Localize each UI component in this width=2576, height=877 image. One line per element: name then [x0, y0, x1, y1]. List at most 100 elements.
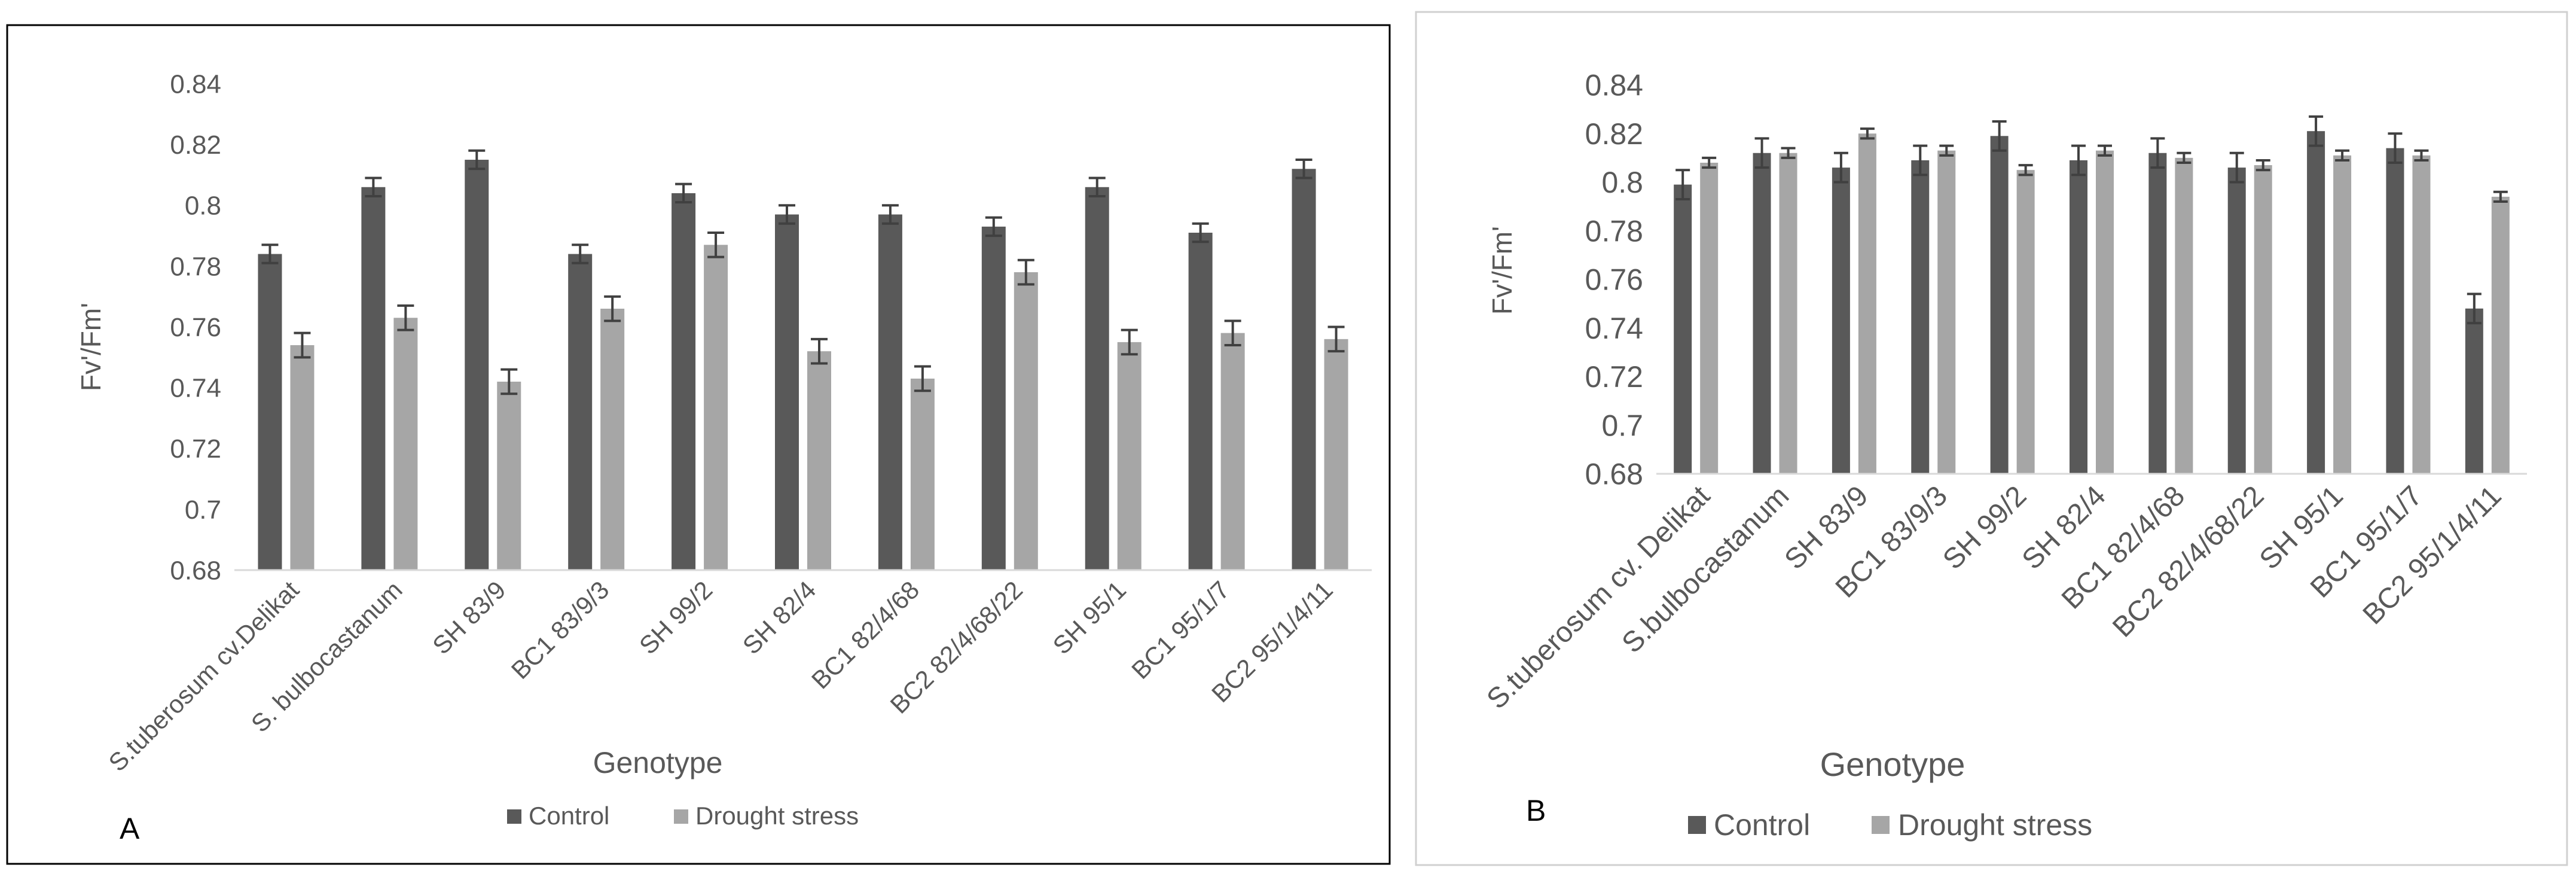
panel-b-y-axis-title: Fv'/Fm'	[1487, 226, 1518, 315]
panel-a-error-bar-drought	[1224, 319, 1241, 346]
panel-b-error-bar-drought	[2335, 149, 2350, 162]
panel-a-y-tick-label: 0.8	[185, 191, 221, 221]
panel-b-legend-drought-swatch	[1872, 816, 1890, 834]
panel-a-y-tick-label: 0.72	[170, 434, 221, 464]
panel-b-error-bar-drought	[2018, 164, 2033, 176]
panel-b-error-bar-control	[1992, 120, 2007, 152]
panel-a-error-bar-control	[1295, 159, 1313, 179]
panel-b-y-tick-label: 0.84	[1585, 69, 1643, 102]
panel-b-bar-drought	[1858, 133, 1876, 474]
panel-b-bar-control	[1753, 153, 1771, 474]
panel-b-error-bar-control	[1754, 137, 1769, 169]
panel-b-bar-control	[2227, 168, 2246, 474]
panel-b-y-tick-label: 0.7	[1601, 409, 1643, 442]
panel-a-error-bar-drought	[500, 368, 518, 395]
panel-a-error-bar-control	[468, 149, 486, 170]
panel-b-error-bar-drought	[1702, 156, 1717, 169]
panel-a-error-bar-drought	[294, 331, 311, 359]
panel-a-bar-control	[1085, 187, 1109, 570]
panel-a-bar-control	[258, 254, 282, 570]
panel-b-error-bar-control	[1913, 144, 1928, 176]
panel-b-bar-drought	[1937, 150, 1956, 474]
panel-a-bar-drought	[1014, 272, 1038, 570]
panel-b-error-bar-drought	[1939, 144, 1954, 157]
panel-b-error-bar-control	[2229, 151, 2244, 184]
panel-b-bar-control	[1990, 136, 2009, 474]
panel-b-bar-drought	[2412, 155, 2431, 474]
panel-a-bar-drought	[290, 345, 315, 570]
panel-a-y-tick-label: 0.7	[185, 495, 221, 525]
panel-a-bar-drought	[704, 245, 728, 570]
panel-a-legend: Control Drought stress	[507, 802, 859, 830]
panel-b-bar-control	[2148, 153, 2167, 474]
panel-a-bar-control	[1292, 169, 1316, 570]
panel-a-legend-control-label: Control	[529, 802, 609, 830]
panel-a-bar-drought	[807, 351, 831, 570]
panel-b-bar-control	[2307, 131, 2325, 474]
panel-a-error-bar-drought	[914, 365, 931, 392]
panel-b-bar-control	[2386, 148, 2404, 474]
panel-b-bar-control	[2070, 160, 2087, 474]
panel-b-bar-drought	[1779, 153, 1797, 474]
panel-b-legend-drought-label: Drought stress	[1898, 808, 2092, 842]
panel-a-x-axis-title: Genotype	[593, 746, 723, 779]
panel-a-error-bar-drought	[1017, 258, 1034, 286]
panel-b-bar-drought	[2096, 150, 2114, 474]
panel-a-error-bar-drought	[397, 304, 414, 331]
panel-a-error-bar-control	[675, 182, 692, 204]
panel-a-bar-control	[361, 187, 386, 570]
panel-a-legend-drought-swatch	[674, 809, 688, 824]
panel-a-legend-control-swatch	[507, 809, 521, 824]
panel-a-bar-control	[568, 254, 593, 570]
panel-b-bar-drought	[2254, 165, 2272, 474]
panel-a-bar-control	[775, 214, 799, 570]
panel-a-bar-control	[465, 160, 489, 570]
panel-b-error-bar-drought	[2098, 144, 2112, 157]
panel-a-bar-drought	[600, 309, 625, 570]
panel-a-error-bar-control	[572, 243, 589, 264]
panel-b-bar-drought	[2491, 196, 2510, 474]
panel-b-y-tick-label: 0.72	[1585, 360, 1643, 394]
panel-a-error-bar-control	[1088, 176, 1106, 198]
panel-b-error-bar-control	[2309, 115, 2324, 147]
panel-b-error-bar-control	[2150, 137, 2165, 169]
panel-a-bar-drought	[497, 381, 521, 570]
panel-b-y-tick-label: 0.8	[1601, 166, 1643, 199]
panel-a-bar-control	[981, 226, 1006, 571]
panel-a-bar-drought	[1324, 339, 1348, 570]
panel-a-error-bar-drought	[1327, 325, 1345, 353]
panel-b-bar-control	[2465, 308, 2483, 474]
panel-b-error-bar-drought	[2177, 151, 2192, 164]
panel-b-x-axis-title: Genotype	[1820, 745, 1965, 783]
panel-b-legend: Control Drought stress	[1688, 808, 2092, 842]
panel-b-bar-drought	[2175, 157, 2193, 474]
panel-b-error-bar-control	[1833, 151, 1848, 184]
panel-b-bar-control	[1674, 184, 1692, 474]
panel-b-error-bar-control	[2467, 293, 2482, 325]
panel-a-y-axis-title: Fv'/Fm'	[75, 303, 106, 391]
panel-a: 0.680.70.720.740.760.780.80.820.84S.tube…	[6, 24, 1391, 865]
panel-a-bar-drought	[1220, 333, 1245, 570]
panel-b-error-bar-drought	[2493, 190, 2508, 203]
panel-b-bar-drought	[2016, 170, 2035, 474]
panel-b-y-tick-label: 0.78	[1585, 214, 1643, 248]
panel-b-error-bar-control	[2071, 144, 2086, 176]
panel-b-error-bar-control	[2388, 132, 2403, 164]
panel-b-y-tick-label: 0.76	[1585, 263, 1643, 297]
panel-a-y-tick-label: 0.84	[170, 69, 221, 99]
panel-a-error-bar-control	[1192, 222, 1209, 243]
panel-a-bar-control	[1188, 232, 1213, 570]
panel-a-error-bar-drought	[604, 295, 621, 322]
panel-b-y-tick-label: 0.68	[1585, 458, 1643, 491]
panel-b-bar-control	[1832, 168, 1850, 474]
panel-a-bar-control	[672, 193, 696, 570]
panel-a-error-bar-control	[985, 216, 1002, 237]
panel-a-y-tick-label: 0.68	[170, 556, 221, 585]
panel-a-y-tick-label: 0.78	[170, 252, 221, 281]
panel-b-error-bar-drought	[1781, 147, 1796, 159]
panel-a-bar-drought	[910, 378, 935, 570]
panel-a-frame	[6, 24, 1391, 865]
panel-a-error-bar-control	[261, 243, 279, 264]
panel-a-y-tick-label: 0.82	[170, 130, 221, 160]
panel-a-error-bar-drought	[1121, 328, 1138, 356]
